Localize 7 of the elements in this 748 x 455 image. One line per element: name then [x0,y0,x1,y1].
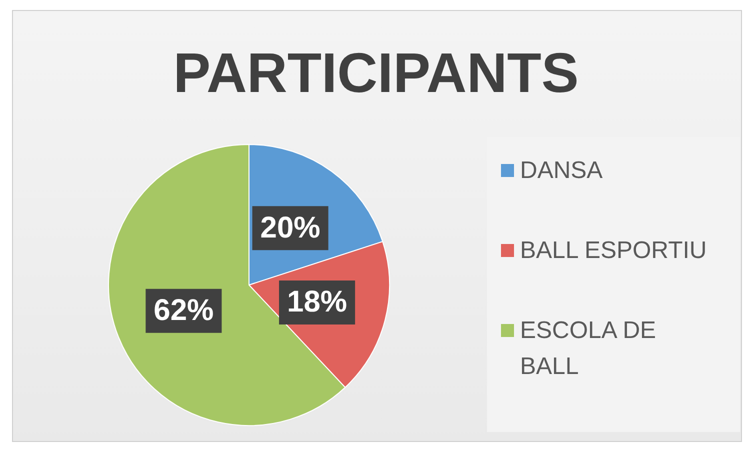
legend-label: DANSA [520,156,604,186]
data-label: 62% [154,294,214,328]
data-label: 18% [287,286,348,319]
legend-label: BALL ESPORTIU [520,236,708,266]
legend-label: ESCOLA DE BALL [520,316,658,382]
chart-title: PARTICIPANTS [172,40,580,105]
data-label: 20% [260,211,320,244]
